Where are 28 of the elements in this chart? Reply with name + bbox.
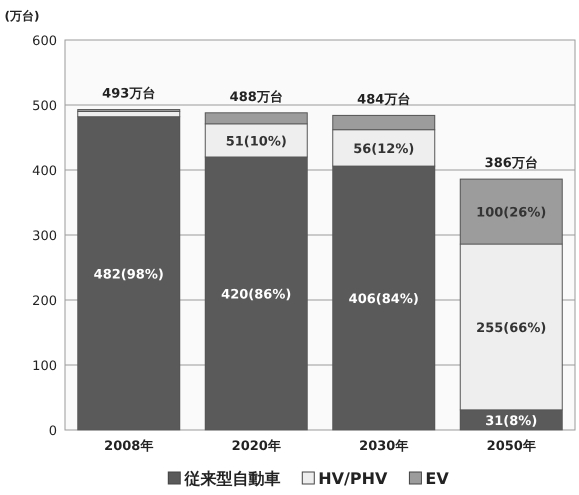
x-tick-label: 2020年 <box>232 439 281 454</box>
total-label: 488万台 <box>230 88 283 105</box>
bar <box>77 116 180 430</box>
data-label: 406(84%) <box>348 292 419 308</box>
data-label: 100(26%) <box>476 206 546 221</box>
text: 従来型自動車 <box>183 469 280 488</box>
data-label: 31(8%) <box>485 414 538 429</box>
x-tick-label: 2030年 <box>359 439 408 454</box>
y-tick-label: 300 <box>32 229 57 244</box>
y-tick-label: 0 <box>48 424 57 439</box>
x-tick-label: 2050年 <box>486 439 536 454</box>
data-label: 255(66%) <box>476 320 546 336</box>
x-tick-label: 2008年 <box>104 439 154 454</box>
data-label: 51(10%) <box>226 134 287 150</box>
y-tick-label: 200 <box>32 294 57 309</box>
y-axis-title: (万台) <box>4 9 40 23</box>
y-tick-label: 600 <box>32 34 57 49</box>
legend-label: EV <box>425 469 450 488</box>
data-label: 420(86%) <box>221 288 292 302</box>
legend-label: HV/PHV <box>318 469 388 488</box>
y-tick-label: 500 <box>32 99 57 114</box>
data-label: 482(98%) <box>94 267 164 282</box>
total-label: 493万台 <box>102 86 156 102</box>
total-label: 484万台 <box>357 91 410 108</box>
y-tick-label: 400 <box>32 164 57 179</box>
total-label: 386万台 <box>484 155 538 172</box>
y-tick-label: 100 <box>32 359 57 374</box>
data-label: 56(12%) <box>353 142 414 157</box>
